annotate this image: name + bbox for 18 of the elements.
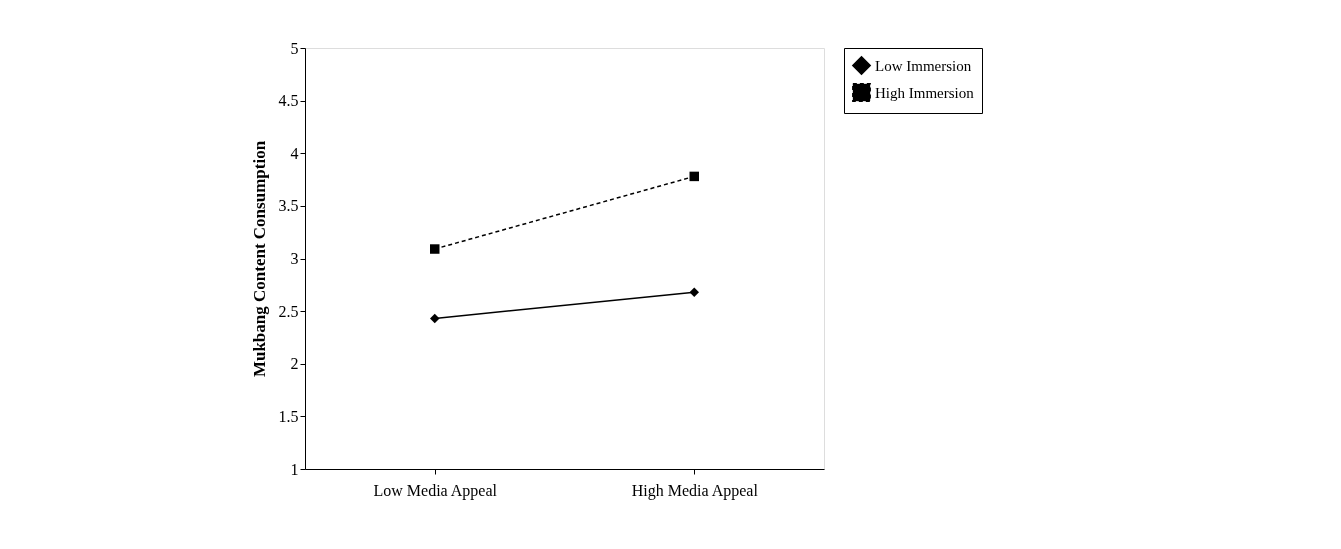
- y-tick-label: 1.5: [278, 407, 299, 425]
- legend-label: High Immersion: [875, 84, 975, 101]
- point: [689, 171, 699, 182]
- point: [689, 287, 699, 297]
- y-axis-title: Mukbang Content Consumption: [249, 140, 269, 378]
- point: [430, 313, 440, 324]
- legend-label: Low Immersion: [875, 57, 972, 74]
- y-tick-label: 5: [290, 39, 299, 57]
- y-tick-label: 2: [290, 355, 299, 373]
- y-tick-label: 3: [290, 250, 299, 267]
- point: [430, 244, 440, 254]
- y-tick-label: 4: [290, 144, 299, 162]
- y-tick-label: 4.5: [278, 92, 299, 110]
- y-tick-label: 3.5: [278, 197, 299, 215]
- y-tick-label: 2.5: [278, 302, 299, 320]
- x-tick-label: Low Media Appeal: [373, 481, 498, 500]
- x-tick-label: High Media Appeal: [631, 481, 759, 500]
- y-tick-label: 1: [290, 460, 299, 478]
